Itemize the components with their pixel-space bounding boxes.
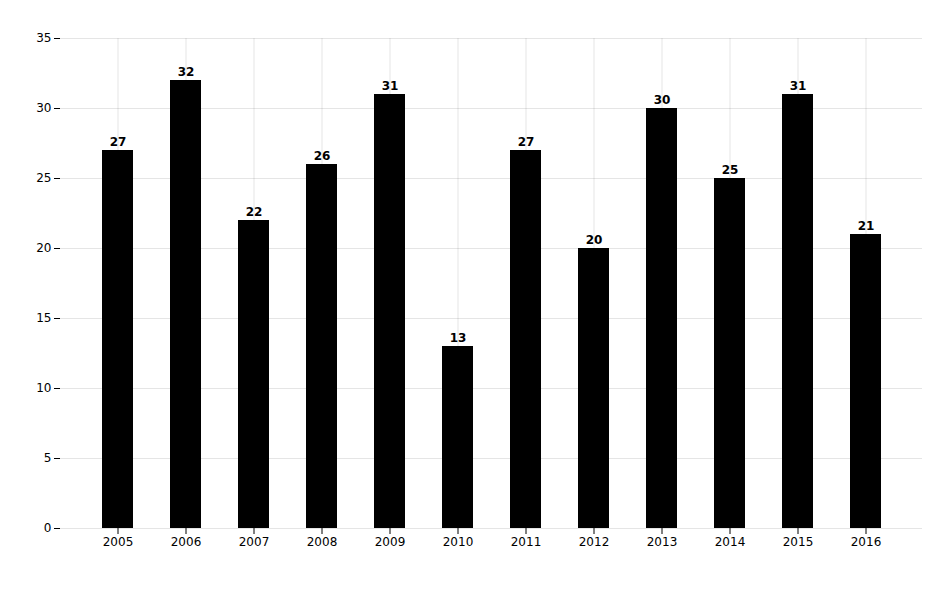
svg-text:25: 25 [722, 163, 739, 177]
svg-text:27: 27 [110, 135, 127, 149]
svg-text:26: 26 [314, 149, 331, 163]
svg-text:20: 20 [586, 233, 603, 247]
svg-text:2009: 2009 [375, 535, 406, 549]
svg-text:2011: 2011 [511, 535, 542, 549]
svg-text:21: 21 [858, 219, 875, 233]
svg-text:2006: 2006 [171, 535, 202, 549]
svg-text:15: 15 [36, 311, 51, 325]
svg-text:2016: 2016 [851, 535, 882, 549]
svg-text:2010: 2010 [443, 535, 474, 549]
svg-text:0: 0 [44, 521, 52, 535]
svg-text:32: 32 [178, 65, 195, 79]
svg-text:2015: 2015 [783, 535, 814, 549]
svg-text:2014: 2014 [715, 535, 746, 549]
svg-text:27: 27 [518, 135, 535, 149]
svg-text:2013: 2013 [647, 535, 678, 549]
svg-text:5: 5 [44, 451, 52, 465]
svg-text:31: 31 [790, 79, 807, 93]
svg-text:13: 13 [450, 331, 467, 345]
svg-text:2008: 2008 [307, 535, 338, 549]
svg-text:30: 30 [654, 93, 671, 107]
svg-text:10: 10 [36, 381, 51, 395]
svg-text:22: 22 [246, 205, 263, 219]
svg-text:25: 25 [36, 171, 51, 185]
svg-text:35: 35 [36, 31, 51, 45]
svg-text:2007: 2007 [239, 535, 270, 549]
svg-text:31: 31 [382, 79, 399, 93]
svg-text:2005: 2005 [103, 535, 134, 549]
svg-text:2012: 2012 [579, 535, 610, 549]
svg-text:30: 30 [36, 101, 51, 115]
svg-text:20: 20 [36, 241, 51, 255]
